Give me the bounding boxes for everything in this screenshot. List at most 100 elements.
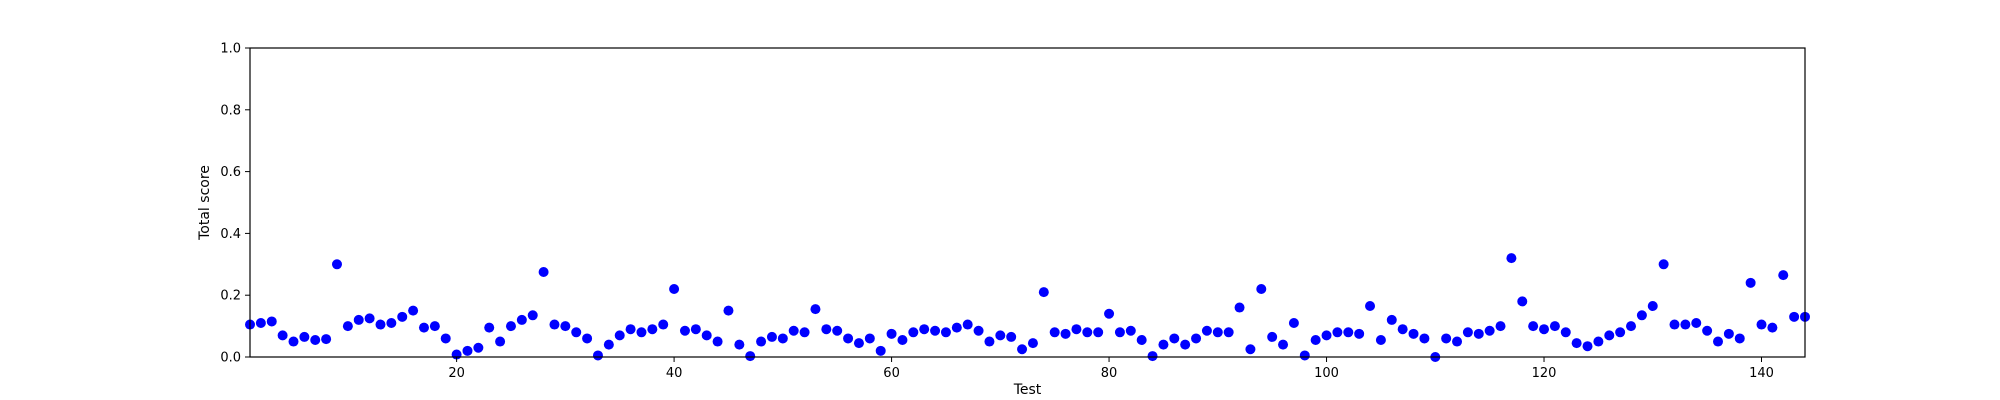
data-point bbox=[571, 327, 582, 338]
data-point bbox=[832, 325, 843, 336]
data-point bbox=[1669, 319, 1680, 330]
data-point bbox=[1256, 284, 1267, 295]
data-point bbox=[1691, 318, 1702, 329]
y-tick-label: 1.0 bbox=[220, 42, 241, 57]
data-point bbox=[538, 267, 549, 278]
data-point bbox=[1408, 328, 1419, 339]
data-point bbox=[473, 342, 484, 353]
data-point bbox=[266, 316, 277, 327]
data-point bbox=[364, 313, 375, 324]
data-point bbox=[484, 322, 495, 333]
data-point bbox=[1723, 328, 1734, 339]
data-point bbox=[1647, 301, 1658, 312]
data-point bbox=[1158, 339, 1169, 350]
data-points bbox=[245, 253, 1810, 362]
data-point bbox=[1702, 325, 1713, 336]
data-point bbox=[1615, 327, 1626, 338]
data-point bbox=[908, 327, 919, 338]
data-point bbox=[516, 314, 527, 325]
data-point bbox=[1484, 325, 1495, 336]
data-point bbox=[1027, 338, 1038, 349]
data-point bbox=[1789, 311, 1800, 322]
data-point bbox=[636, 327, 647, 338]
x-tick-label: 80 bbox=[1101, 366, 1118, 381]
data-point bbox=[984, 336, 995, 347]
data-point bbox=[1604, 330, 1615, 341]
data-point bbox=[1734, 333, 1745, 344]
data-point bbox=[886, 328, 897, 339]
data-point bbox=[995, 330, 1006, 341]
data-point bbox=[527, 310, 538, 321]
data-point bbox=[1038, 287, 1049, 298]
data-point bbox=[1745, 277, 1756, 288]
data-point bbox=[342, 321, 353, 332]
data-point bbox=[625, 324, 636, 335]
data-point bbox=[440, 333, 451, 344]
x-axis-ticks: 20 40 60 80 100 120 140 bbox=[448, 357, 1774, 381]
data-point bbox=[1060, 328, 1071, 339]
y-tick-label: 0.8 bbox=[220, 103, 241, 118]
data-point bbox=[1321, 330, 1332, 341]
data-point bbox=[679, 325, 690, 336]
data-point bbox=[853, 338, 864, 349]
data-point bbox=[1104, 308, 1115, 319]
data-point bbox=[353, 314, 364, 325]
x-axis-label: Test bbox=[1013, 382, 1042, 398]
data-point bbox=[1354, 328, 1365, 339]
data-point bbox=[603, 339, 614, 350]
data-point bbox=[560, 321, 571, 332]
data-point bbox=[549, 319, 560, 330]
data-point bbox=[875, 345, 886, 356]
data-point bbox=[1375, 335, 1386, 345]
data-point bbox=[1495, 321, 1506, 332]
y-axis-ticks: 0.0 0.2 0.4 0.6 0.8 1.0 bbox=[220, 42, 250, 366]
data-point bbox=[821, 324, 832, 335]
y-tick-label: 0.0 bbox=[220, 351, 241, 366]
data-point bbox=[1462, 327, 1473, 338]
data-point bbox=[429, 321, 440, 332]
data-point bbox=[1767, 322, 1778, 333]
data-point bbox=[1539, 324, 1550, 335]
data-point bbox=[1136, 335, 1147, 345]
data-point bbox=[810, 304, 821, 315]
data-point bbox=[1756, 319, 1767, 330]
data-point bbox=[658, 319, 669, 330]
data-point bbox=[418, 322, 429, 333]
data-point bbox=[777, 333, 788, 344]
data-point bbox=[951, 322, 962, 333]
data-point bbox=[1071, 324, 1082, 335]
data-point bbox=[1778, 270, 1789, 281]
data-point bbox=[1386, 314, 1397, 325]
data-point bbox=[973, 325, 984, 336]
x-tick-label: 60 bbox=[883, 366, 900, 381]
data-point bbox=[756, 336, 767, 347]
data-point bbox=[962, 319, 973, 330]
data-point bbox=[1582, 341, 1593, 352]
data-point bbox=[1267, 331, 1278, 342]
data-point bbox=[255, 318, 266, 329]
data-point bbox=[701, 330, 712, 341]
data-point bbox=[690, 324, 701, 335]
data-point bbox=[647, 324, 658, 335]
data-point bbox=[495, 336, 506, 347]
data-point bbox=[1245, 344, 1256, 355]
data-point bbox=[919, 324, 930, 335]
data-point bbox=[669, 284, 680, 295]
data-point bbox=[1332, 327, 1343, 338]
data-point bbox=[1234, 302, 1245, 313]
data-point bbox=[1365, 301, 1376, 312]
data-point bbox=[1147, 351, 1158, 362]
data-point bbox=[1528, 321, 1539, 332]
data-point bbox=[1049, 327, 1060, 338]
data-point bbox=[462, 345, 473, 356]
data-point bbox=[386, 318, 397, 329]
data-point bbox=[1310, 335, 1321, 345]
data-point bbox=[1180, 339, 1191, 350]
data-point bbox=[331, 259, 342, 270]
data-point bbox=[1441, 333, 1452, 344]
data-point bbox=[299, 331, 310, 342]
data-point bbox=[582, 333, 593, 344]
data-point bbox=[1299, 350, 1310, 361]
data-point bbox=[766, 331, 777, 342]
